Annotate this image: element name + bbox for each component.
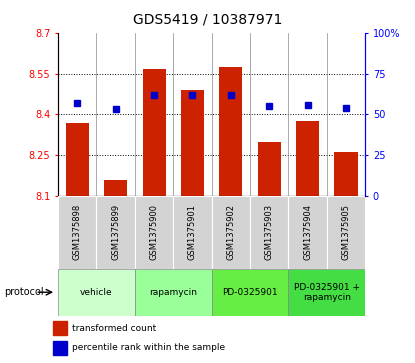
Text: rapamycin: rapamycin	[149, 288, 197, 297]
Text: GSM1375901: GSM1375901	[188, 204, 197, 260]
Text: GSM1375899: GSM1375899	[111, 204, 120, 260]
Bar	[53, 341, 67, 355]
Bar	[96, 196, 135, 269]
Text: transformed count: transformed count	[72, 324, 156, 333]
Bar	[258, 142, 281, 196]
Bar	[327, 196, 365, 269]
Text: GSM1375903: GSM1375903	[265, 204, 274, 260]
Text: GSM1375900: GSM1375900	[149, 204, 159, 260]
Bar	[58, 196, 96, 269]
Bar	[296, 121, 319, 196]
Bar	[212, 269, 288, 316]
Bar	[288, 196, 327, 269]
Text: GSM1375905: GSM1375905	[342, 204, 351, 260]
Text: PD-0325901: PD-0325901	[222, 288, 278, 297]
Text: protocol: protocol	[4, 287, 44, 297]
Bar	[58, 269, 135, 316]
Bar	[66, 123, 89, 196]
Text: PD-0325901 +
rapamycin: PD-0325901 + rapamycin	[294, 282, 360, 302]
Text: percentile rank within the sample: percentile rank within the sample	[72, 343, 225, 352]
Bar	[220, 67, 242, 196]
Bar	[53, 321, 67, 335]
Bar	[250, 196, 288, 269]
Bar	[181, 90, 204, 196]
Text: vehicle: vehicle	[80, 288, 113, 297]
Bar	[143, 69, 166, 196]
Bar	[135, 269, 212, 316]
Text: GSM1375902: GSM1375902	[226, 204, 235, 260]
Bar	[212, 196, 250, 269]
Bar	[104, 180, 127, 196]
Bar	[288, 269, 365, 316]
Bar	[173, 196, 212, 269]
Text: GSM1375898: GSM1375898	[73, 204, 82, 260]
Bar	[135, 196, 173, 269]
Text: GSM1375904: GSM1375904	[303, 204, 312, 260]
Text: GDS5419 / 10387971: GDS5419 / 10387971	[133, 13, 282, 27]
Bar	[334, 152, 357, 196]
